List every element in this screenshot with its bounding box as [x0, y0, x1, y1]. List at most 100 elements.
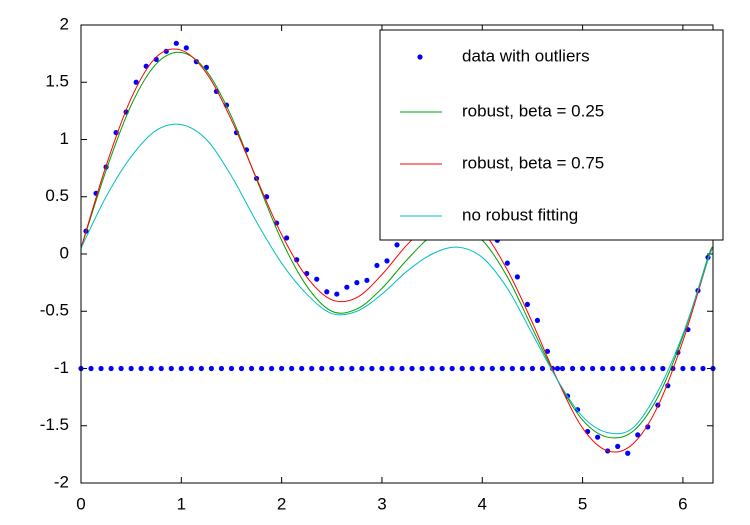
data-point: [529, 365, 536, 372]
x-tick-label: 4: [478, 494, 487, 513]
data-point: [319, 365, 325, 372]
data-point: [178, 365, 184, 372]
data-point: [519, 365, 525, 372]
legend-label: data with outliers: [462, 46, 590, 65]
y-tick-label: -1: [54, 358, 69, 377]
data-point: [248, 365, 255, 372]
data-point: [198, 365, 204, 372]
data-point: [660, 365, 666, 372]
data-point: [314, 276, 320, 282]
data-point: [590, 365, 596, 372]
data-point: [504, 260, 510, 266]
data-point: [339, 365, 345, 372]
data-point: [509, 365, 515, 372]
data-point: [439, 365, 445, 372]
data-point: [148, 365, 154, 372]
data-point: [118, 365, 124, 372]
y-tick-label: -1.5: [40, 415, 69, 434]
data-point: [294, 257, 300, 263]
data-point: [168, 365, 174, 372]
data-point: [143, 63, 149, 69]
data-point: [700, 365, 706, 372]
data-point: [349, 365, 355, 372]
data-point: [98, 365, 104, 372]
data-point: [364, 277, 370, 283]
x-tick-label: 2: [277, 494, 286, 513]
x-tick-label: 0: [76, 494, 85, 513]
data-point: [615, 443, 621, 449]
data-point: [449, 365, 455, 372]
data-point: [610, 365, 616, 372]
data-point: [625, 450, 631, 456]
data-point: [183, 45, 189, 51]
data-point: [289, 365, 295, 372]
data-point: [635, 432, 641, 438]
data-point: [469, 365, 475, 372]
data-point: [559, 365, 566, 372]
data-point: [514, 274, 520, 280]
data-point: [344, 284, 350, 290]
plot-frame: [80, 24, 714, 484]
data-point: [324, 289, 330, 295]
data-point: [384, 258, 390, 264]
data-point: [690, 365, 696, 372]
data-point: [499, 365, 505, 372]
data-point: [419, 365, 425, 372]
data-point: [88, 365, 94, 372]
data-point: [299, 365, 305, 372]
data-point: [359, 365, 365, 372]
x-tick-label: 5: [578, 494, 587, 513]
fit-line: [80, 48, 714, 453]
y-tick-label: 1: [60, 129, 69, 148]
data-point: [188, 365, 194, 372]
data-point: [399, 365, 405, 372]
data-point: [544, 348, 551, 354]
data-point: [329, 365, 335, 372]
x-tick-label: 1: [177, 494, 186, 513]
data-point: [374, 262, 380, 269]
data-point: [284, 235, 290, 241]
y-tick-label: -2: [54, 472, 69, 491]
data-point: [524, 301, 531, 307]
fit-line: [80, 51, 714, 439]
y-tick-label: 0.5: [45, 186, 69, 205]
data-point: [228, 365, 235, 372]
data-point: [585, 428, 591, 435]
data-point: [645, 424, 651, 430]
legend-marker: [417, 54, 423, 60]
data-point: [218, 365, 225, 372]
legend-label: robust, beta = 0.75: [462, 153, 604, 172]
data-point: [128, 365, 134, 372]
y-tick-label: 2: [60, 14, 69, 33]
data-point: [108, 365, 114, 372]
data-point: [630, 365, 636, 372]
data-point: [208, 365, 215, 372]
data-point: [158, 365, 164, 372]
data-point: [534, 317, 541, 324]
data-point: [269, 365, 275, 372]
data-point: [354, 280, 360, 286]
y-tick-label: 0: [60, 243, 69, 262]
data-point: [569, 365, 576, 372]
data-point: [379, 365, 385, 372]
data-point: [238, 365, 245, 372]
data-point: [133, 79, 139, 85]
data-point: [489, 365, 495, 372]
data-point: [479, 365, 485, 372]
data-point: [334, 291, 340, 297]
data-point: [600, 365, 606, 372]
data-point: [650, 365, 656, 372]
data-point: [279, 365, 285, 372]
fit-line: [80, 123, 714, 435]
data-point: [409, 365, 415, 372]
data-point: [369, 365, 375, 372]
data-point: [429, 365, 435, 372]
data-point: [539, 365, 546, 372]
data-point: [554, 365, 561, 372]
data-point: [579, 365, 586, 372]
data-point: [640, 365, 646, 372]
y-tick-label: -0.5: [40, 301, 69, 320]
legend-label: no robust fitting: [462, 205, 578, 224]
